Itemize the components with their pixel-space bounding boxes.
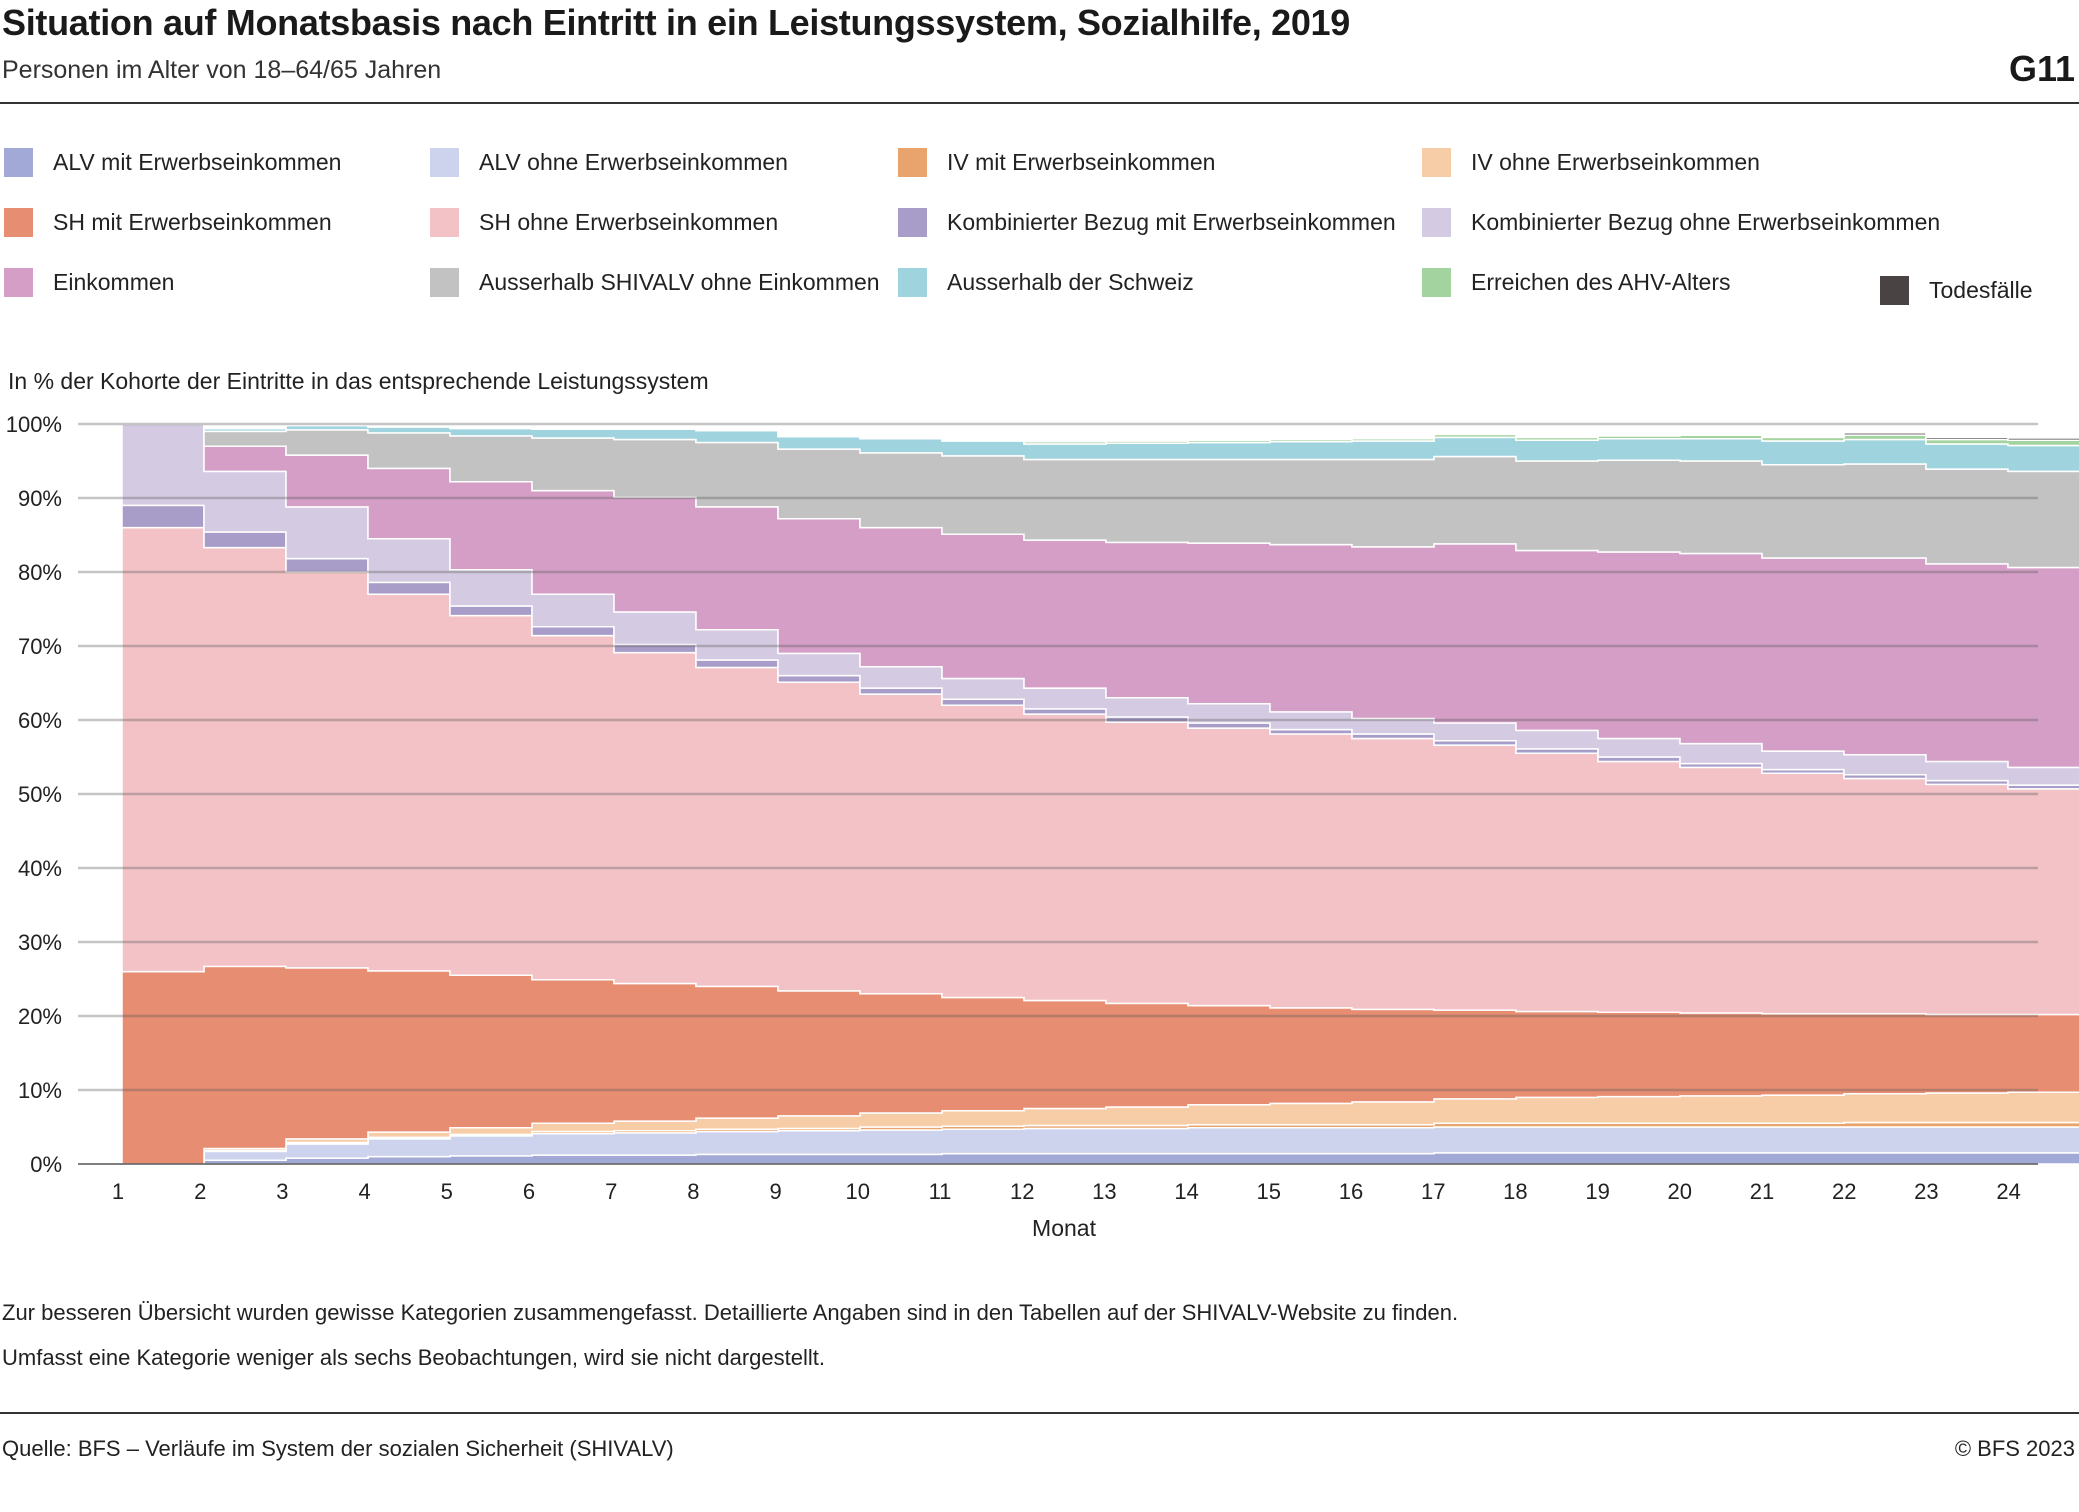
stacked-areas bbox=[121, 423, 2079, 1165]
legend-item: Todesfälle bbox=[1880, 276, 2033, 305]
x-tick-label: 23 bbox=[1914, 1179, 1938, 1204]
x-tick-label: 13 bbox=[1092, 1179, 1116, 1204]
copyright: © BFS 2023 bbox=[1954, 1436, 2075, 1461]
x-tick-labels: 1 2 3 4 5 6 7 8 9 10 11 12 13 14 15 16 17 18 19 20 21 22 23 24 bbox=[112, 1179, 2021, 1204]
y-tick-label: 90% bbox=[18, 486, 62, 511]
chart-title: Situation auf Monatsbasis nach Eintritt … bbox=[2, 2, 1350, 43]
x-tick-label: 7 bbox=[605, 1179, 617, 1204]
area-series-12 bbox=[122, 423, 2079, 443]
legend-label: Ausserhalb der Schweiz bbox=[947, 269, 1194, 295]
legend-item: Ausserhalb SHIVALV ohne Einkommen bbox=[430, 268, 880, 297]
footer-divider bbox=[0, 1412, 2079, 1414]
legend-label: SH mit Erwerbseinkommen bbox=[53, 209, 332, 235]
legend-label: Einkommen bbox=[53, 269, 175, 295]
y-tick-label: 10% bbox=[18, 1078, 62, 1103]
legend-item: Ausserhalb der Schweiz bbox=[898, 268, 1194, 297]
y-tick-label: 40% bbox=[18, 856, 62, 881]
legend-swatch bbox=[430, 268, 459, 297]
x-tick-label: 17 bbox=[1421, 1179, 1445, 1204]
legend-swatch bbox=[898, 268, 927, 297]
y-tick-label: 70% bbox=[18, 634, 62, 659]
legend-swatch bbox=[1422, 268, 1451, 297]
x-tick-label: 14 bbox=[1174, 1179, 1198, 1204]
x-tick-label: 22 bbox=[1832, 1179, 1856, 1204]
x-tick-label: 12 bbox=[1010, 1179, 1034, 1204]
x-tick-label: 11 bbox=[929, 1179, 952, 1204]
legend-swatch bbox=[430, 208, 459, 237]
legend-label: ALV ohne Erwerbseinkommen bbox=[479, 149, 788, 175]
legend-swatch bbox=[4, 268, 33, 297]
legend-label: IV mit Erwerbseinkommen bbox=[947, 149, 1216, 175]
x-tick-label: 2 bbox=[194, 1179, 206, 1204]
graphic-number: G11 bbox=[2008, 48, 2075, 89]
legend-swatch bbox=[1880, 276, 1909, 305]
y-tick-label: 30% bbox=[18, 930, 62, 955]
legend-item: ALV ohne Erwerbseinkommen bbox=[430, 148, 788, 177]
y-axis-title: In % der Kohorte der Eintritte in das en… bbox=[8, 368, 709, 394]
x-tick-label: 15 bbox=[1257, 1179, 1281, 1204]
y-tick-label: 50% bbox=[18, 782, 62, 807]
header-divider bbox=[0, 102, 2079, 104]
legend-item: Einkommen bbox=[4, 268, 174, 297]
legend-swatch bbox=[4, 208, 33, 237]
y-tick-label: 60% bbox=[18, 708, 62, 733]
legend-label: IV ohne Erwerbseinkommen bbox=[1471, 149, 1760, 175]
x-tick-label: 16 bbox=[1339, 1179, 1363, 1204]
source-note: Quelle: BFS – Verläufe im System der soz… bbox=[2, 1436, 674, 1461]
y-tick-labels: 0% 10% 20% 30% 40% 50% 60% 70% 80% 90% 100% bbox=[6, 412, 62, 1177]
x-tick-label: 8 bbox=[687, 1179, 699, 1204]
legend-item: ALV mit Erwerbseinkommen bbox=[4, 148, 341, 177]
x-tick-label: 20 bbox=[1668, 1179, 1692, 1204]
legend-swatch bbox=[1422, 148, 1451, 177]
x-tick-label: 1 bbox=[112, 1179, 124, 1204]
legend-item: IV ohne Erwerbseinkommen bbox=[1422, 148, 1760, 177]
legend-item: Kombinierter Bezug mit Erwerbseinkommen bbox=[898, 208, 1396, 237]
legend-swatch bbox=[898, 148, 927, 177]
y-tick-label: 0% bbox=[30, 1152, 62, 1177]
legend-label: Ausserhalb SHIVALV ohne Einkommen bbox=[479, 269, 880, 295]
legend-label: Kombinierter Bezug mit Erwerbseinkommen bbox=[947, 209, 1396, 235]
x-tick-label: 4 bbox=[358, 1179, 370, 1204]
x-tick-label: 24 bbox=[1996, 1179, 2020, 1204]
x-tick-label: 10 bbox=[846, 1179, 870, 1204]
legend-swatch bbox=[898, 208, 927, 237]
x-tick-label: 9 bbox=[769, 1179, 781, 1204]
y-tick-label: 20% bbox=[18, 1004, 62, 1029]
x-axis-title: Monat bbox=[1032, 1215, 1097, 1241]
x-tick-label: 18 bbox=[1503, 1179, 1527, 1204]
x-tick-label: 19 bbox=[1585, 1179, 1609, 1204]
legend-item: SH ohne Erwerbseinkommen bbox=[430, 208, 778, 237]
x-tick-label: 6 bbox=[523, 1179, 535, 1204]
grid-lines bbox=[78, 422, 2038, 1165]
x-tick-label: 3 bbox=[276, 1179, 288, 1204]
x-tick-label: 5 bbox=[441, 1179, 453, 1204]
legend-swatch bbox=[4, 148, 33, 177]
legend-swatch bbox=[1422, 208, 1451, 237]
legend-item: Kombinierter Bezug ohne Erwerbseinkommen bbox=[1422, 208, 1940, 237]
legend-item: Erreichen des AHV-Alters bbox=[1422, 268, 1731, 297]
chart-subtitle: Personen im Alter von 18–64/65 Jahren bbox=[2, 56, 442, 84]
legend-swatch bbox=[430, 148, 459, 177]
legend-label: ALV mit Erwerbseinkommen bbox=[53, 149, 342, 175]
legend-label: SH ohne Erwerbseinkommen bbox=[479, 209, 779, 235]
x-tick-label: 21 bbox=[1750, 1179, 1774, 1204]
legend-label: Todesfälle bbox=[1929, 277, 2033, 303]
note-1: Zur besseren Übersicht wurden gewisse Ka… bbox=[2, 1300, 1459, 1325]
legend-item: SH mit Erwerbseinkommen bbox=[4, 208, 332, 237]
legend-label: Erreichen des AHV-Alters bbox=[1471, 269, 1731, 295]
legend: ALV mit Erwerbseinkommen ALV ohne Erwerb… bbox=[0, 140, 2079, 320]
legend-item: IV mit Erwerbseinkommen bbox=[898, 148, 1215, 177]
note-2: Umfasst eine Kategorie weniger als sechs… bbox=[2, 1345, 826, 1370]
y-tick-label: 100% bbox=[6, 412, 62, 437]
legend-label: Kombinierter Bezug ohne Erwerbseinkommen bbox=[1471, 209, 1941, 235]
y-tick-label: 80% bbox=[18, 560, 62, 585]
